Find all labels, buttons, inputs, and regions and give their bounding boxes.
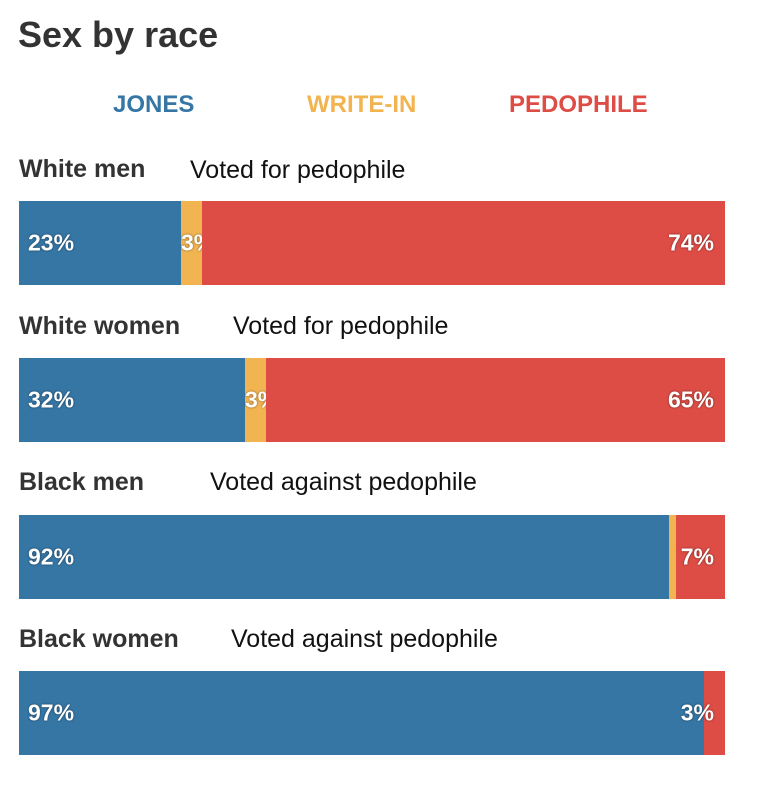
bar-segment-jones: 23% bbox=[19, 201, 181, 285]
data-label: 92% bbox=[28, 543, 75, 570]
stacked-bar: 97% 3% bbox=[19, 671, 725, 755]
group-label: Black women bbox=[19, 625, 179, 653]
data-label: 32% bbox=[28, 386, 75, 413]
group-label: Black men bbox=[19, 468, 145, 496]
legend-item-pedophile: PEDOPHILE bbox=[509, 91, 648, 118]
group-note: Voted against pedophile bbox=[231, 625, 498, 653]
data-label: 23% bbox=[28, 229, 75, 256]
data-label: 74% bbox=[667, 229, 714, 256]
group-note: Voted for pedophile bbox=[190, 156, 406, 184]
data-label: 65% bbox=[667, 386, 714, 413]
bar-segment-write-in: 3% bbox=[245, 358, 278, 442]
data-label: 97% bbox=[28, 699, 75, 726]
bar-segment-pedophile: 3% bbox=[681, 671, 725, 755]
stacked-bar: 32% 3% 65% bbox=[19, 358, 725, 442]
bar-segment-write-in: 3% bbox=[181, 201, 214, 285]
bar-segment-jones: 92% bbox=[19, 515, 669, 599]
stacked-bar: 92% 7% bbox=[19, 515, 725, 599]
bar-segment-pedophile: 7% bbox=[676, 515, 725, 599]
data-label: 3% bbox=[680, 699, 714, 726]
group-note: Voted against pedophile bbox=[210, 468, 477, 496]
group-label: White women bbox=[19, 312, 181, 340]
legend-item-jones: JONES bbox=[113, 91, 195, 118]
data-label: 7% bbox=[680, 543, 714, 570]
legend-item-write-in: WRITE-IN bbox=[307, 91, 417, 118]
bar-segment-jones: 32% bbox=[19, 358, 245, 442]
group-note: Voted for pedophile bbox=[233, 312, 449, 340]
bar-segment-jones: 97% bbox=[19, 671, 704, 755]
bar-segment-pedophile: 74% bbox=[202, 201, 725, 285]
group-label: White men bbox=[19, 155, 146, 183]
stacked-bar: 23% 3% 74% bbox=[19, 201, 725, 285]
chart-title: Sex by race bbox=[18, 14, 219, 55]
bar-segment-write-in bbox=[669, 515, 676, 599]
bar-segment-pedophile: 65% bbox=[266, 358, 725, 442]
